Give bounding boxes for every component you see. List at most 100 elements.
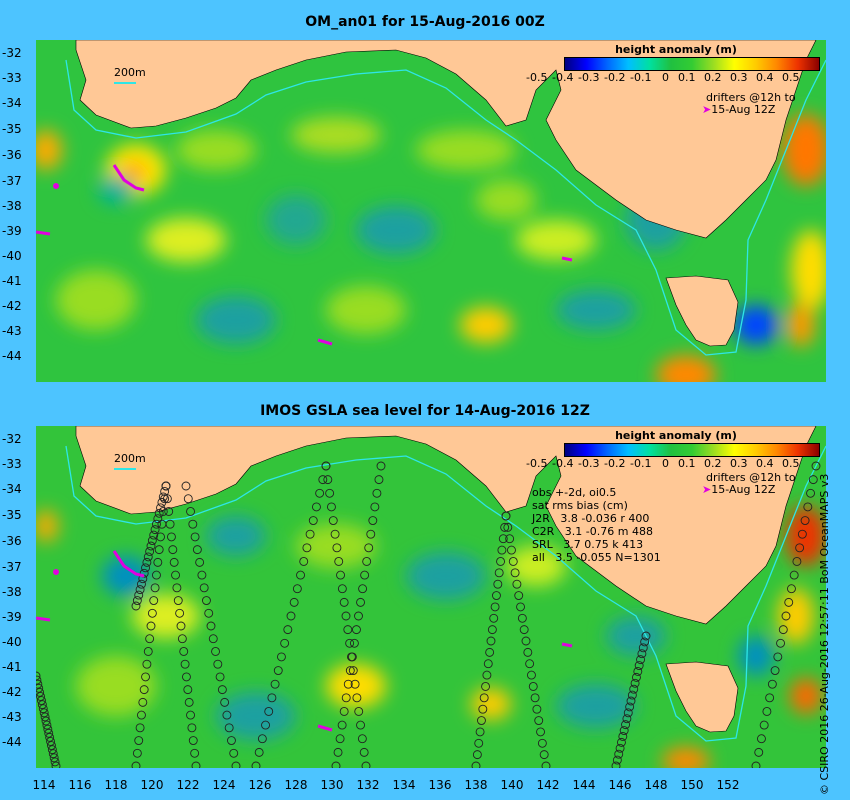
track-observation-marker [630, 678, 640, 688]
track-observation-marker [36, 687, 45, 697]
drifter-tracks [36, 164, 573, 346]
lat-tick: -36 [2, 148, 22, 162]
track-observation-marker [261, 720, 270, 730]
track-observation-marker [199, 583, 209, 593]
track-observation-marker [150, 583, 160, 593]
lat-tick: -37 [2, 174, 22, 188]
colorbar-tick: 0.5 [782, 457, 800, 470]
lat-tick: -44 [2, 735, 22, 749]
track-observation-marker [321, 461, 331, 471]
track-observation-marker [762, 707, 772, 716]
colorbar-tick: 0.1 [678, 457, 696, 470]
track-observation-marker [289, 597, 299, 607]
colorbar: height anomaly (m) -0.5 -0.4 -0.3 -0.2 -… [526, 43, 826, 91]
track-observation-marker [500, 522, 510, 532]
track-observation-marker [348, 666, 358, 675]
lon-tick: 132 [356, 778, 380, 792]
track-observation-marker [132, 596, 142, 605]
lat-tick: -38 [2, 585, 22, 599]
track-observation-marker [149, 530, 159, 540]
lon-tick: 116 [68, 778, 92, 792]
track-observation-marker [150, 525, 160, 535]
colorbar-tick: 0.5 [782, 71, 800, 84]
track-observation-marker [475, 727, 485, 737]
track-observation-marker [345, 666, 355, 675]
track-observation-marker [358, 584, 368, 594]
track-observation-marker [172, 583, 182, 593]
lon-tick: 144 [572, 778, 596, 792]
colorbar-tick: -0.4 [552, 71, 574, 84]
scale-label: 200m [114, 66, 146, 79]
track-observation-marker [264, 707, 274, 716]
track-observation-marker [498, 534, 508, 544]
track-observation-marker [339, 707, 349, 716]
track-observation-marker [525, 659, 535, 669]
colorbar-tick: -0.1 [630, 457, 652, 470]
track-observation-marker [48, 749, 58, 759]
track-observation-marker [292, 584, 302, 594]
colorbar-tick: -0.3 [578, 71, 600, 84]
track-observation-marker [131, 601, 141, 611]
colorbar-tick: -0.5 [526, 71, 548, 84]
track-observation-marker [50, 757, 60, 767]
track-observation-marker [478, 704, 488, 714]
track-observation-marker [479, 693, 489, 703]
track-observation-marker [181, 481, 191, 491]
track-observation-marker [45, 732, 55, 742]
stats-line: obs +-2d, oi0.5 [532, 486, 617, 499]
track-observation-marker [184, 697, 194, 707]
top-map-panel[interactable]: 200m height anomaly (m) -0.5 -0.4 -0.3 -… [36, 40, 826, 382]
lat-tick: -35 [2, 122, 22, 136]
track-observation-marker [139, 568, 149, 578]
track-observation-marker [789, 570, 799, 580]
track-observation-marker [302, 543, 312, 553]
track-observation-marker [154, 508, 164, 518]
track-observation-marker [626, 696, 636, 706]
track-observation-marker [47, 741, 56, 750]
track-observation-marker [474, 738, 484, 748]
track-observation-marker [539, 750, 549, 760]
colorbar: height anomaly (m) -0.5 -0.4 -0.3 -0.2 -… [526, 429, 826, 477]
lat-tick: -39 [2, 224, 22, 238]
stats-line: C2R 3.1 -0.76 m 488 [532, 525, 653, 538]
track-observation-marker [641, 631, 651, 641]
anomaly-field [36, 506, 826, 768]
track-observation-marker [792, 557, 802, 566]
track-observation-marker [267, 693, 277, 703]
track-observation-marker [323, 475, 333, 485]
colorbar-tick: 0.2 [704, 71, 722, 84]
track-observation-marker [183, 494, 193, 504]
track-observation-marker [352, 693, 362, 703]
credit-label: © CSIRO 2016 26-Aug-2016 12:57:11 BoM Oc… [818, 473, 831, 795]
drifter-legend-line2: 15-Aug 12Z [711, 483, 776, 496]
colorbar-tick: -0.5 [526, 457, 548, 470]
track-observation-marker [40, 712, 50, 722]
track-observation-marker [211, 647, 220, 656]
track-observation-marker [222, 710, 232, 720]
stats-line: all 3.5 -0.055 N=1301 [532, 551, 661, 564]
track-observation-marker [339, 597, 349, 607]
lon-tick: 152 [716, 778, 740, 792]
bottom-map-panel[interactable]: 200m height anomaly (m) -0.5 -0.4 -0.3 -… [36, 426, 826, 768]
track-observation-marker [615, 743, 625, 753]
lat-tick: -36 [2, 534, 22, 548]
colorbar-tick: -0.1 [630, 71, 652, 84]
track-observation-marker [180, 659, 190, 669]
track-observation-marker [337, 584, 347, 594]
track-observation-marker [142, 659, 152, 669]
track-observation-marker [139, 685, 149, 695]
track-observation-marker [482, 670, 492, 680]
track-observation-marker [162, 494, 172, 504]
track-observation-marker [530, 693, 540, 703]
track-observation-marker [190, 748, 200, 758]
track-observation-marker [36, 692, 45, 701]
lon-tick: 142 [536, 778, 560, 792]
track-observation-marker [800, 516, 810, 525]
lon-tick: 128 [284, 778, 308, 792]
track-observation-marker [519, 625, 529, 635]
track-observation-marker [257, 734, 267, 744]
track-observation-marker [795, 543, 805, 553]
lon-tick: 114 [32, 778, 56, 792]
track-observation-marker [131, 761, 141, 768]
track-observation-marker [164, 507, 174, 516]
